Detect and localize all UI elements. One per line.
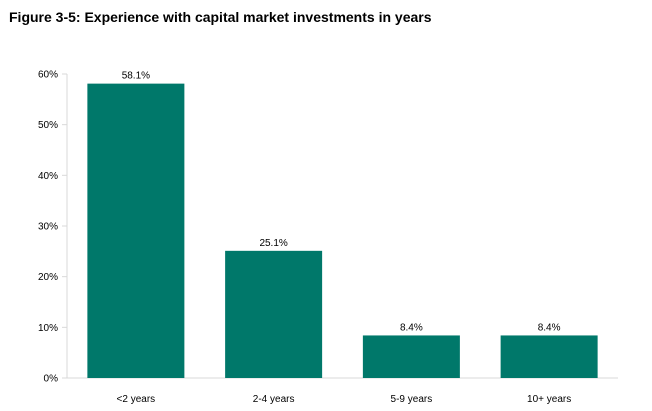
data-label: 25.1% <box>259 238 287 249</box>
bar <box>362 335 460 378</box>
y-tick-label: 40% <box>38 171 58 182</box>
bars <box>87 83 598 379</box>
category-labels: <2 years 2-4 years 5-9 years 10+ years <box>117 394 572 405</box>
bar <box>225 250 323 378</box>
category-label: 10+ years <box>527 394 571 405</box>
bar <box>500 335 598 378</box>
data-label: 58.1% <box>122 71 150 82</box>
y-tick-label: 20% <box>38 272 58 283</box>
category-label: 5-9 years <box>391 394 433 405</box>
category-label: <2 years <box>117 394 156 405</box>
bar <box>87 83 185 379</box>
y-tick-label: 0% <box>44 374 59 385</box>
data-labels: 58.1% 25.1% 8.4% 8.4% <box>122 71 561 334</box>
y-tick-label: 30% <box>38 222 58 233</box>
chart-title: Figure 3-5: Experience with capital mark… <box>9 9 432 25</box>
y-axis: 0% 10% 20% 30% 40% 50% 60% <box>38 70 68 385</box>
y-tick-label: 50% <box>38 120 58 131</box>
y-tick-label: 60% <box>38 70 58 81</box>
data-label: 8.4% <box>538 322 561 333</box>
data-label: 8.4% <box>400 322 423 333</box>
y-tick-label: 10% <box>38 323 58 334</box>
category-label: 2-4 years <box>253 394 295 405</box>
